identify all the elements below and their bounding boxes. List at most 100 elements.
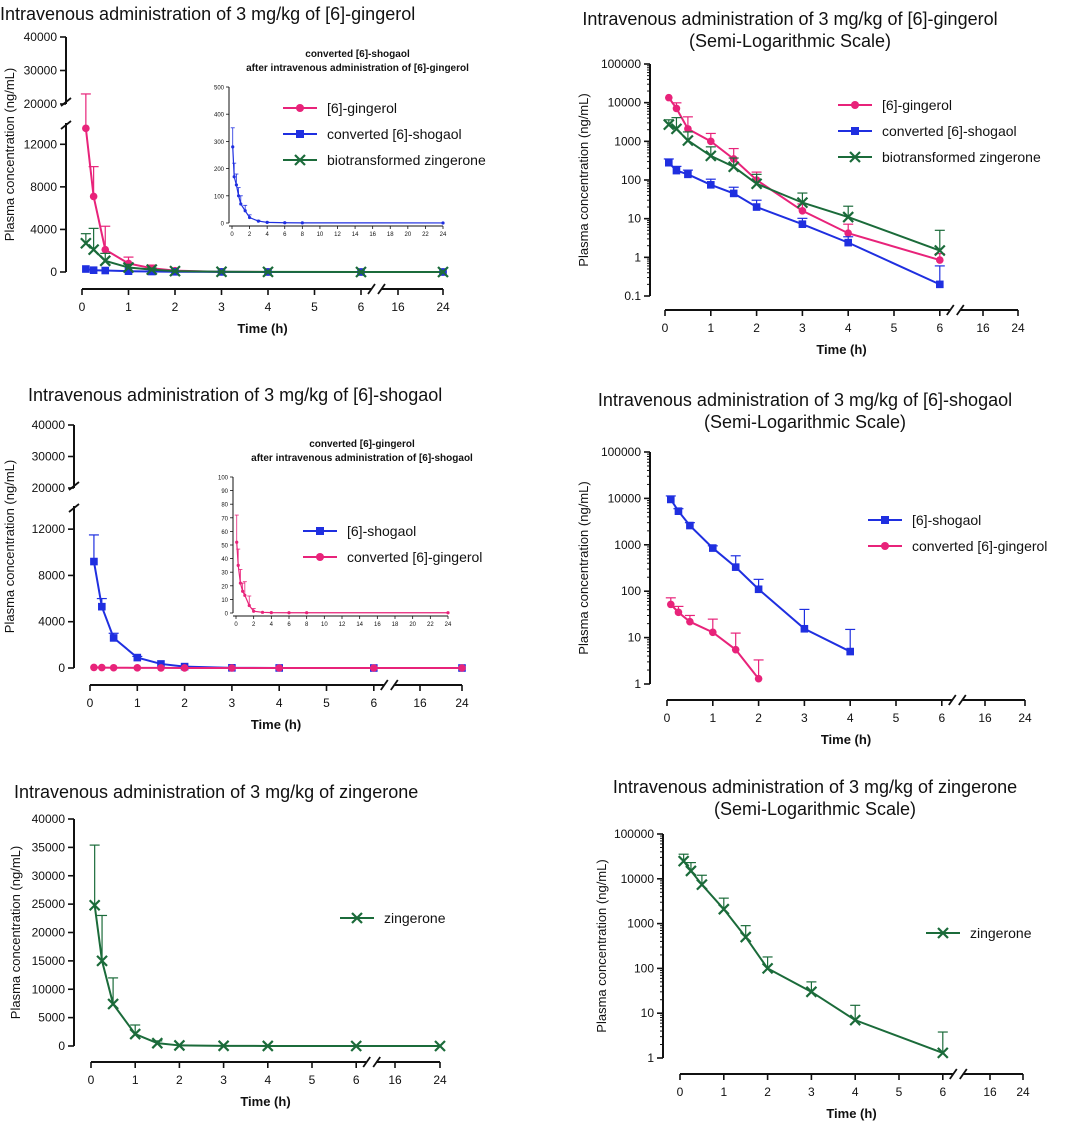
data-point	[672, 166, 681, 175]
panel-4: 1 10 100 1000 10000 100000 0 1 2 3 4 5 6 16 24 Time (h)…	[576, 445, 1047, 747]
x-tick-label: 16	[983, 1085, 997, 1099]
inset-y-tick-label: 0	[221, 222, 225, 228]
y-tick-label: 0	[58, 661, 65, 675]
legend-label: [6]-shogaol	[347, 523, 416, 539]
y-tick-label: 10000	[608, 491, 642, 505]
x-axis-break-mark	[948, 694, 967, 706]
inset-y-tick-label: 30	[221, 571, 228, 577]
inset-x-tick-label: 16	[369, 232, 376, 238]
legend-item: [6]-shogaol	[303, 523, 416, 539]
y-tick-label: 12000	[32, 522, 66, 536]
x-tick-label: 0	[662, 321, 669, 335]
inset-x-tick-label: 14	[356, 622, 363, 628]
data-point	[670, 123, 683, 135]
panel-2-title: Intravenous administration of 3 mg/kg of…	[575, 8, 1005, 52]
y-tick-label: 10000	[32, 982, 66, 996]
panel-1-title: Intravenous administration of 3 mg/kg of…	[0, 4, 416, 24]
data-point	[937, 1047, 949, 1059]
data-point	[147, 267, 156, 276]
data-point	[217, 1040, 230, 1052]
y-axis-title: Plasma concentration (ng/mL)	[576, 93, 591, 266]
data-point	[844, 238, 852, 247]
x-tick-label: 24	[436, 300, 450, 314]
x-tick-label: 4	[276, 696, 283, 710]
inset-data-point	[232, 175, 236, 179]
x-tick-label: 3	[218, 300, 225, 314]
inset-x-tick-label: 2	[248, 232, 252, 238]
inset-x-tick-label: 12	[334, 232, 341, 238]
x-tick-label: 24	[1011, 321, 1025, 335]
data-point	[124, 267, 133, 276]
inset-x-tick-label: 24	[440, 232, 447, 238]
y-tick-label: 8000	[30, 180, 57, 194]
data-point	[707, 137, 715, 146]
inset-y-tick-label: 70	[221, 516, 228, 522]
series-biotransformed-zingerone	[663, 117, 946, 257]
x-tick-label: 3	[229, 696, 236, 710]
x-tick-label: 24	[455, 696, 469, 710]
y-tick-label: 1000	[614, 538, 641, 552]
data-point	[761, 962, 774, 975]
inset-data-point	[234, 183, 238, 187]
y-axis-break-mark	[60, 97, 72, 130]
x-axis-title: Time (h)	[251, 717, 301, 732]
inset-y-tick-label: 100	[218, 476, 229, 482]
series-line	[682, 860, 944, 1054]
data-point	[754, 585, 763, 594]
legend-item: converted [6]-shogaol	[838, 123, 1017, 139]
data-point	[90, 663, 98, 672]
y-tick-label: 100000	[601, 445, 641, 459]
inset-title: converted [6]-gingerol	[309, 439, 415, 450]
data-point	[667, 495, 675, 504]
x-tick-label: 0	[88, 1073, 95, 1087]
data-point	[934, 244, 946, 257]
inset-x-tick-label: 22	[422, 232, 429, 238]
panel-6: 1 10 100 1000 10000 100000 0 1 2 3 4 5 6 16 24 Time (h)…	[594, 827, 1032, 1121]
series-line	[670, 603, 760, 680]
inset-x-tick-label: 24	[445, 622, 452, 628]
x-tick-label: 0	[664, 711, 671, 725]
inset-x-tick-label: 6	[283, 232, 287, 238]
data-point	[350, 1040, 362, 1052]
inset-x-tick-label: 20	[409, 622, 416, 628]
x-tick-label: 1	[720, 1085, 727, 1099]
x-tick-label: 16	[388, 1073, 402, 1087]
data-point	[800, 624, 809, 633]
inset-y-tick-label: 50	[221, 544, 228, 550]
x-tick-label: 1	[132, 1073, 139, 1087]
inset-y-tick-label: 400	[214, 113, 225, 119]
legend-marker	[937, 927, 949, 939]
inset-data-point	[260, 610, 265, 614]
y-tick-label: 100	[621, 584, 641, 598]
panel-2-title-line2: (Semi-Logarithmic Scale)	[688, 31, 892, 51]
inset-x-tick-label: 4	[270, 622, 274, 628]
series-converted-6-shogaol	[663, 158, 945, 289]
x-tick-label: 4	[852, 1085, 859, 1099]
x-tick-label: 5	[311, 300, 318, 314]
y-tick-label: 35000	[32, 840, 66, 854]
inset-data-point	[252, 609, 256, 613]
inset-x-tick-label: 0	[234, 622, 238, 628]
panel-5-title: Intravenous administration of 3 mg/kg of…	[14, 782, 419, 802]
data-point	[145, 263, 158, 276]
data-point	[936, 280, 944, 289]
data-point	[750, 177, 763, 190]
panel-4-title-line2: (Semi-Logarithmic Scale)	[703, 412, 907, 432]
x-tick-label: 3	[220, 1073, 227, 1087]
data-point	[805, 986, 818, 998]
inset-y-tick-label: 80	[221, 503, 228, 509]
x-tick-label: 2	[753, 321, 760, 335]
data-point	[89, 192, 98, 201]
x-axis-title: Time (h)	[240, 1094, 290, 1109]
data-point	[215, 265, 228, 278]
panel-2-title-line1: Intravenous administration of 3 mg/kg of…	[582, 9, 998, 29]
legend-marker	[851, 127, 859, 135]
y-tick-label: 30000	[24, 64, 58, 78]
inset-data-point	[241, 589, 245, 593]
series-line	[85, 242, 444, 273]
data-point	[684, 125, 692, 133]
legend-marker	[849, 151, 861, 163]
